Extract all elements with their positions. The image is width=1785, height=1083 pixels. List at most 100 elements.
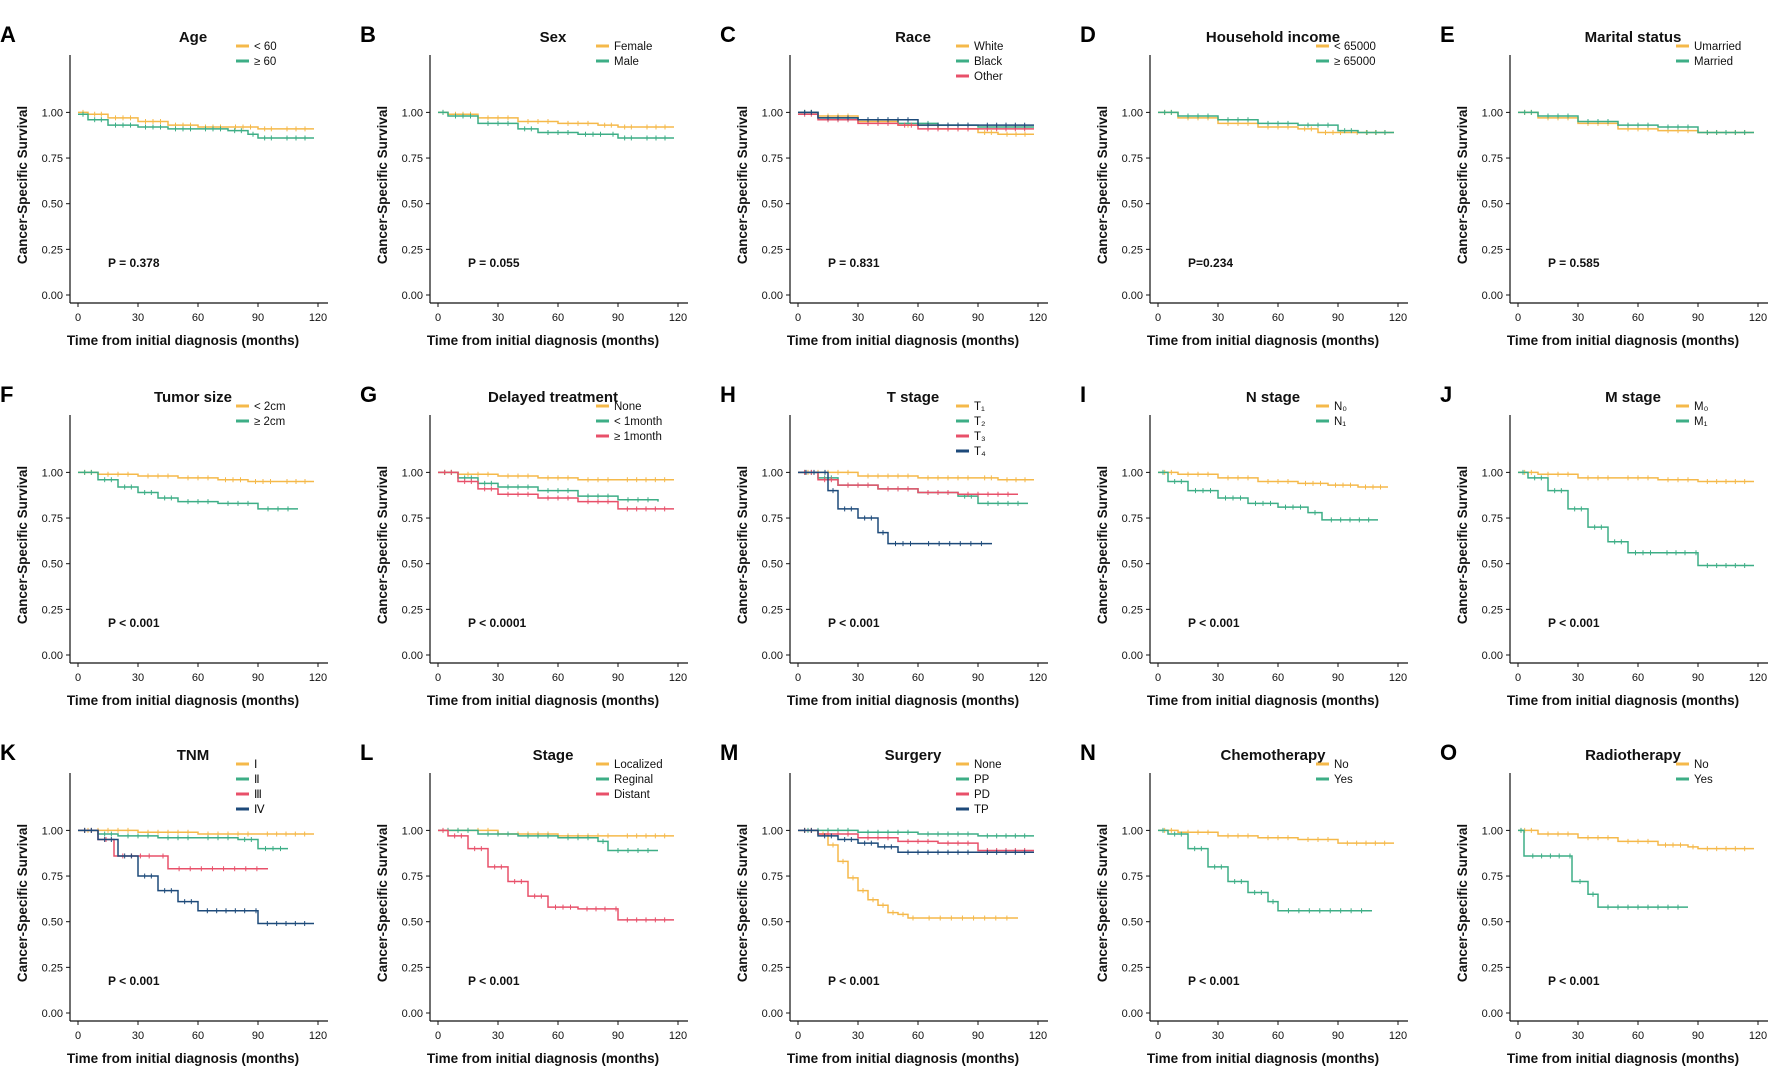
series-line-1 — [438, 829, 658, 852]
x-tick-label: 120 — [309, 1030, 327, 1042]
panel-title: T stage — [887, 389, 940, 406]
x-tick-label: 90 — [612, 672, 624, 684]
panel-letter: N — [1080, 740, 1096, 765]
panel-title: Surgery — [885, 747, 942, 764]
y-tick-label: 0.00 — [1482, 290, 1503, 302]
y-axis-label: Cancer-Specific Survival — [15, 824, 30, 982]
y-tick-label: 0.50 — [42, 917, 63, 929]
y-axis-label: Cancer-Specific Survival — [735, 106, 750, 264]
panel-title: Household income — [1206, 29, 1340, 46]
series-line-1 — [798, 829, 1034, 837]
x-axis-label: Time from initial diagnosis (months) — [427, 693, 659, 708]
y-tick-label: 1.00 — [42, 107, 63, 119]
legend-label: PP — [974, 774, 990, 786]
x-tick-label: 0 — [1515, 672, 1521, 684]
legend-label: Localized — [614, 759, 663, 771]
x-tick-label: 120 — [1389, 1030, 1407, 1042]
x-tick-label: 120 — [1749, 312, 1767, 324]
series-line-0 — [78, 111, 314, 130]
x-tick-label: 120 — [1749, 672, 1767, 684]
y-tick-label: 0.75 — [1122, 153, 1143, 165]
x-tick-label: 30 — [1572, 1030, 1584, 1042]
p-value-label: P < 0.001 — [108, 974, 160, 988]
legend-label: None — [974, 759, 1002, 771]
legend-label: Ⅳ — [254, 804, 265, 816]
y-tick-label: 0.75 — [1482, 153, 1503, 165]
panel-g: G Delayed treatment 0.00 0.25 0.50 0.75 1.00 0 3… — [360, 382, 688, 708]
y-tick-label: 0.50 — [42, 199, 63, 211]
panel-title: Age — [179, 29, 207, 46]
x-tick-label: 60 — [192, 312, 204, 324]
legend-label: Yes — [1694, 774, 1713, 786]
series-line-2 — [78, 829, 268, 870]
x-tick-label: 90 — [252, 1030, 264, 1042]
legend-label: T₄ — [974, 446, 986, 458]
p-value-label: P = 0.378 — [108, 256, 160, 270]
y-tick-label: 0.25 — [42, 244, 63, 256]
p-value-label: P < 0.001 — [1188, 974, 1240, 988]
x-tick-label: 60 — [1272, 672, 1284, 684]
y-axis-label: Cancer-Specific Survival — [375, 466, 390, 624]
y-tick-label: 0.75 — [1122, 871, 1143, 883]
y-tick-label: 1.00 — [1122, 107, 1143, 119]
x-axis-label: Time from initial diagnosis (months) — [1147, 1051, 1379, 1066]
y-tick-label: 0.25 — [762, 604, 783, 616]
panel-f: F Tumor size 0.00 0.25 0.50 0.75 1.00 0 30 60 90 12… — [0, 382, 328, 708]
x-tick-label: 30 — [1212, 672, 1224, 684]
y-tick-label: 0.25 — [402, 244, 423, 256]
x-tick-label: 60 — [1272, 312, 1284, 324]
x-tick-label: 120 — [669, 1030, 687, 1042]
y-axis-label: Cancer-Specific Survival — [1455, 824, 1470, 982]
series-line-0 — [438, 829, 674, 837]
x-tick-label: 0 — [795, 1030, 801, 1042]
legend-label: Black — [974, 56, 1002, 68]
panel-title: Race — [895, 29, 931, 46]
panel-title: Delayed treatment — [488, 389, 618, 406]
y-tick-label: 0.00 — [402, 650, 423, 662]
p-value-label: P < 0.001 — [1548, 616, 1600, 630]
x-axis-label: Time from initial diagnosis (months) — [1507, 693, 1739, 708]
y-tick-label: 0.75 — [762, 513, 783, 525]
y-tick-label: 1.00 — [1482, 107, 1503, 119]
y-tick-label: 0.75 — [402, 513, 423, 525]
y-axis-label: Cancer-Specific Survival — [15, 106, 30, 264]
y-tick-label: 1.00 — [42, 825, 63, 837]
y-tick-label: 0.00 — [1122, 650, 1143, 662]
x-tick-label: 60 — [912, 312, 924, 324]
legend-label: Male — [614, 56, 639, 68]
x-tick-label: 90 — [1332, 1030, 1344, 1042]
panel-title: TNM — [177, 747, 210, 764]
y-tick-label: 0.00 — [1482, 1008, 1503, 1020]
panel-title: Radiotherapy — [1585, 747, 1682, 764]
legend-label: N₀ — [1334, 401, 1347, 413]
series-line-3 — [798, 829, 1034, 854]
panel-e: E Marital status 0.00 0.25 0.50 0.75 1.00 0 30 60… — [1440, 22, 1768, 348]
x-tick-label: 30 — [1572, 672, 1584, 684]
legend-label: T₂ — [974, 416, 986, 428]
y-tick-label: 0.25 — [1122, 244, 1143, 256]
x-axis-label: Time from initial diagnosis (months) — [427, 1051, 659, 1066]
y-tick-label: 0.00 — [1122, 290, 1143, 302]
y-tick-label: 0.50 — [762, 199, 783, 211]
y-tick-label: 0.00 — [1122, 1008, 1143, 1020]
y-tick-label: 1.00 — [762, 107, 783, 119]
x-tick-label: 30 — [852, 312, 864, 324]
series-line-1 — [1158, 111, 1394, 134]
panel-d: D Household income 0.00 0.25 0.50 0.75 1.00 0 30… — [1080, 22, 1408, 348]
x-tick-label: 30 — [492, 1030, 504, 1042]
y-axis-label: Cancer-Specific Survival — [1455, 106, 1470, 264]
x-axis-label: Time from initial diagnosis (months) — [787, 1051, 1019, 1066]
panel-letter: D — [1080, 22, 1096, 47]
y-tick-label: 0.25 — [42, 962, 63, 974]
legend-label: Ⅱ — [254, 774, 260, 786]
legend-label: T₁ — [974, 401, 985, 413]
x-tick-label: 0 — [435, 1030, 441, 1042]
legend-label: ≥ 2cm — [254, 416, 285, 428]
x-tick-label: 90 — [252, 312, 264, 324]
legend-label: None — [614, 401, 642, 413]
legend-label: Reginal — [614, 774, 653, 786]
p-value-label: P < 0.001 — [468, 974, 520, 988]
y-tick-label: 1.00 — [402, 107, 423, 119]
series-line-3 — [798, 471, 992, 545]
series-line-0 — [1518, 471, 1754, 483]
